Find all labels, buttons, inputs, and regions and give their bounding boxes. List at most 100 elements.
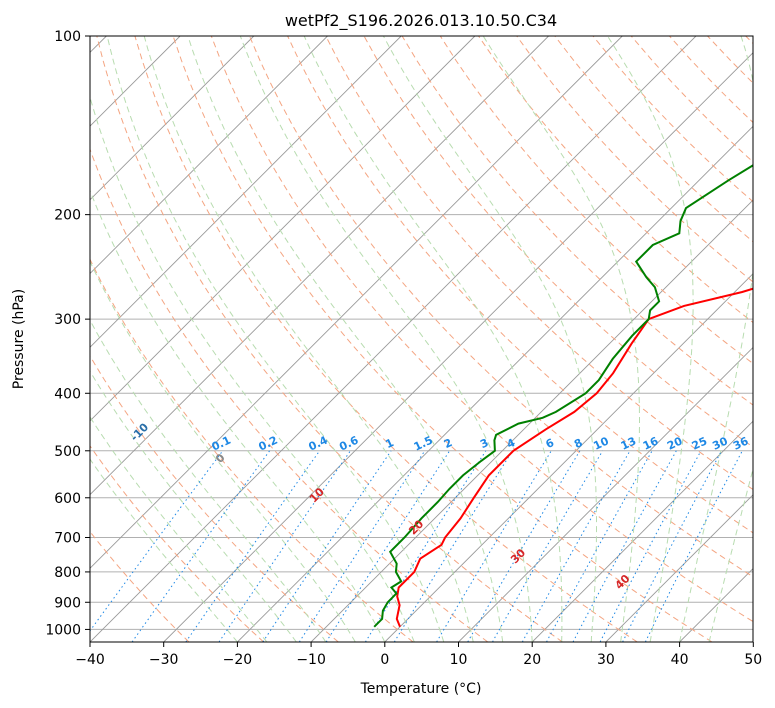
moist-adiabat-line xyxy=(239,36,533,642)
x-tick-label: 40 xyxy=(671,652,689,668)
temperature-profile-line xyxy=(395,287,753,628)
dry-adiabat-line xyxy=(90,530,190,642)
mixing-ratio-line xyxy=(364,450,487,642)
x-tick-label: −10 xyxy=(296,652,326,668)
moist-adiabat-line xyxy=(382,36,597,642)
dry-adiabat-line xyxy=(554,36,753,243)
mixing-ratio-line xyxy=(546,450,653,642)
chart-title: wetPf2_S196.2026.013.10.50.C34 xyxy=(285,11,557,31)
moist-adiabat-line xyxy=(303,36,563,642)
isotherm-line xyxy=(605,494,753,642)
mixing-ratio-line xyxy=(262,450,392,642)
isotherm-line xyxy=(90,36,623,569)
y-tick-label: 600 xyxy=(54,491,81,507)
dry-adiabat-label: 40 xyxy=(613,572,633,592)
moist-adiabat-line xyxy=(482,36,640,642)
reference-label-layer: -100-90-80-70-60-50-40-30-20-10010203040… xyxy=(69,420,751,592)
dry-adiabat-label: -10 xyxy=(128,420,151,443)
x-tick-label: −30 xyxy=(149,652,179,668)
mixing-ratio-line xyxy=(298,450,426,642)
dry-adiabat-line xyxy=(325,36,753,491)
isotherm-line xyxy=(679,567,753,642)
moist-adiabat-line xyxy=(90,260,356,642)
y-tick-label: 800 xyxy=(54,565,81,581)
dry-adiabat-line xyxy=(172,36,713,642)
y-tick-label: 900 xyxy=(54,595,81,611)
mixing-ratio-line xyxy=(521,450,631,642)
y-tick-label: 300 xyxy=(54,312,81,328)
dry-adiabat-line xyxy=(96,36,563,642)
isotherm-line xyxy=(90,36,697,642)
isotherm-line xyxy=(90,36,328,275)
isotherm-line xyxy=(384,273,753,642)
mixing-ratio-label: 16 xyxy=(641,434,661,452)
dry-adiabat-line xyxy=(478,36,753,324)
moist-adiabat-line xyxy=(90,370,297,642)
isotherm-line xyxy=(752,641,753,642)
moist-adiabat-line xyxy=(90,319,327,642)
mixing-ratio-label: 30 xyxy=(710,434,730,452)
moist-adiabat-line xyxy=(106,36,445,642)
mixing-ratio-label: 10 xyxy=(591,434,611,452)
x-tick-label: −40 xyxy=(75,652,105,668)
moist-adiabat-line xyxy=(90,458,238,642)
mixing-ratio-label: 36 xyxy=(731,434,751,452)
y-tick-label: 500 xyxy=(54,444,81,460)
dry-adiabat-line xyxy=(592,36,753,203)
isotherm-line xyxy=(237,125,753,642)
mixing-ratio-line xyxy=(436,450,552,642)
mixing-ratio-line xyxy=(644,450,743,642)
grid-layer xyxy=(90,36,753,642)
moist-adiabat-line xyxy=(607,36,694,642)
mixing-ratio-line xyxy=(325,450,451,642)
dry-adiabat-label: 30 xyxy=(508,546,528,566)
moist-adiabat-line xyxy=(90,416,268,642)
mixing-ratio-line xyxy=(218,450,351,642)
mixing-ratio-label: 13 xyxy=(619,435,638,453)
y-tick-label: 400 xyxy=(54,386,81,402)
dry-adiabat-line xyxy=(210,36,753,623)
isotherm-line xyxy=(90,36,402,348)
mixing-ratio-line xyxy=(185,450,321,642)
x-tick-label: 0 xyxy=(380,652,389,668)
dewpoint-profile-line xyxy=(373,164,753,628)
isotherm-line xyxy=(90,36,255,201)
x-tick-label: 10 xyxy=(450,652,468,668)
isotherm-line xyxy=(310,199,753,642)
dry-adiabat-line xyxy=(745,36,753,45)
y-tick-label: 700 xyxy=(54,531,81,547)
y-tick-label: 100 xyxy=(54,29,81,45)
isotherm-line xyxy=(531,420,753,642)
x-tick-label: 20 xyxy=(523,652,541,668)
y-axis-label: Pressure (hPa) xyxy=(11,289,27,389)
dry-adiabat-line xyxy=(90,355,339,642)
isotherm-line xyxy=(90,36,476,422)
dry-adiabat-line xyxy=(90,445,264,642)
dry-adiabat-line xyxy=(134,36,638,642)
dry-adiabat-line xyxy=(90,147,489,642)
x-axis-label: Temperature (°C) xyxy=(360,681,482,697)
isotherm-line xyxy=(90,36,549,496)
mixing-ratio-line xyxy=(393,450,513,642)
moist-adiabat-line xyxy=(708,467,753,642)
dry-adiabat-line xyxy=(516,36,753,283)
dry-adiabat-line xyxy=(90,258,414,642)
x-tick-label: −20 xyxy=(223,652,253,668)
moist-adiabat-line xyxy=(187,36,504,642)
dry-adiabat-line xyxy=(439,36,753,365)
mixing-ratio-line xyxy=(90,450,224,632)
mixing-ratio-line xyxy=(572,450,677,642)
axis-tick-layer: −40 −30 −20 −10 0 10 20 30 40 50 1000 900 800 700 600 5… xyxy=(45,29,762,668)
dry-adiabat-line xyxy=(669,36,753,124)
dry-adiabat-label: -20 xyxy=(69,420,92,443)
isotherm-line xyxy=(163,52,753,642)
dry-adiabat-line xyxy=(287,36,753,534)
mixing-ratio-line xyxy=(599,450,702,642)
moist-adiabat-line xyxy=(143,36,474,642)
mixing-ratio-label: 25 xyxy=(690,435,709,453)
dry-adiabat-line xyxy=(249,36,753,578)
mixing-ratio-line xyxy=(131,450,271,642)
dry-adiabat-line xyxy=(707,36,753,84)
moist-adiabat-line xyxy=(679,36,753,642)
